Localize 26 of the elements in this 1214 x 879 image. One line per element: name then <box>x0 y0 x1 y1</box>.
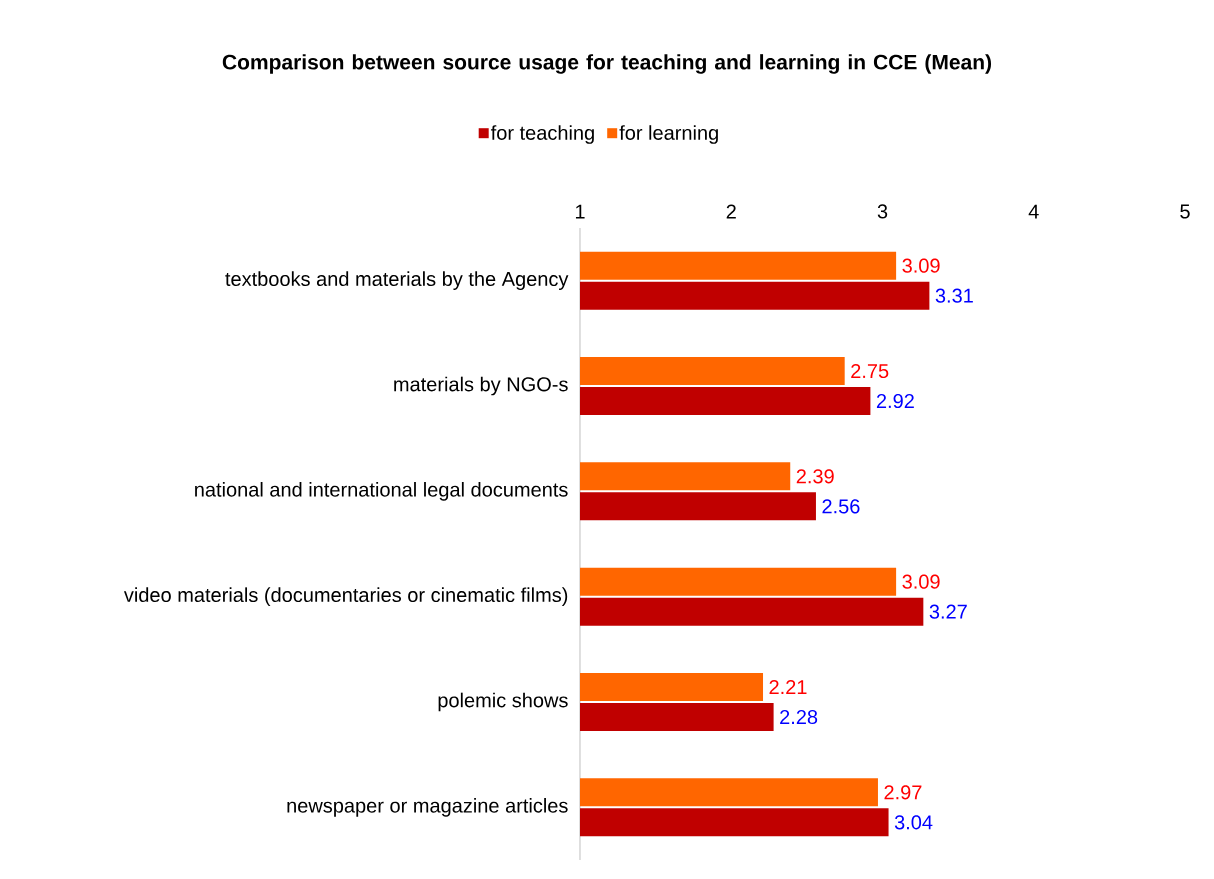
y-tick-label: video materials (documentaries or cinematic films) <box>123 587 568 606</box>
data-label: 3.31 <box>935 288 973 303</box>
data-label: 2.75 <box>851 363 889 379</box>
legend-label: for learning <box>619 125 718 144</box>
data-label: 3.09 <box>902 258 940 273</box>
data-label: 2.92 <box>876 393 914 409</box>
x-tick-label: 5 <box>1180 204 1190 219</box>
y-tick-label: newspaper or magazine articles <box>287 798 568 817</box>
y-tick-label: national and international legal documents <box>195 482 568 501</box>
data-label: 2.97 <box>884 785 922 800</box>
data-label: 3.04 <box>894 815 933 830</box>
y-tick-label: polemic shows <box>438 692 568 712</box>
data-label: 2.21 <box>769 680 807 694</box>
x-tick-label: 3 <box>877 204 888 219</box>
x-tick-label: 1 <box>575 204 585 219</box>
data-label: 2.28 <box>780 709 818 725</box>
chart-title: Comparison between source usage for teaching and learning in CCE (Mean) <box>222 54 992 74</box>
data-label: 3.27 <box>929 604 967 619</box>
x-tick-label: 4 <box>1028 204 1039 219</box>
y-tick-label: materials by NGO-s <box>394 376 568 396</box>
data-label: 2.39 <box>796 469 834 484</box>
data-label: 3.09 <box>902 574 940 589</box>
y-tick-label: textbooks and materials by the Agency <box>225 271 569 290</box>
x-tick-label: 2 <box>726 204 736 219</box>
legend-label: for teaching <box>490 125 594 144</box>
data-label: 2.56 <box>822 499 860 514</box>
